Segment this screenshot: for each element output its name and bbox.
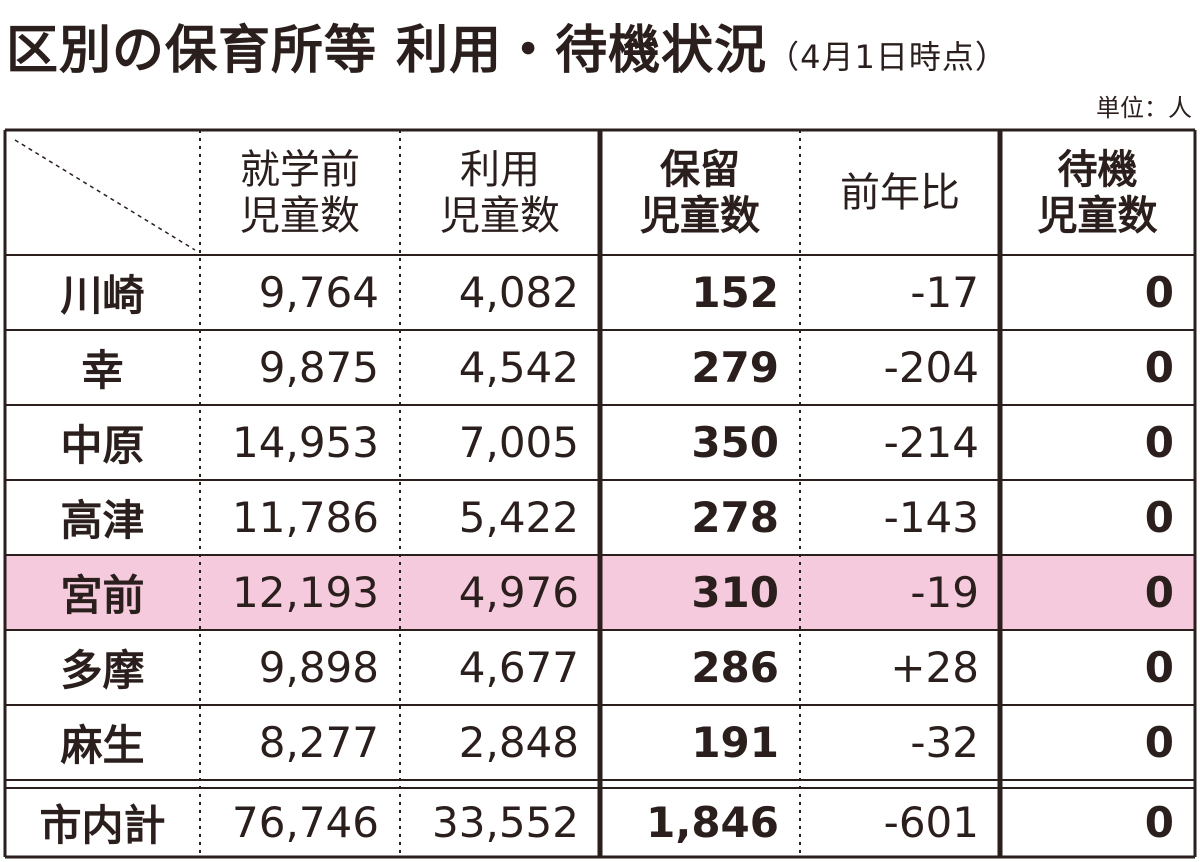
title-text: 区別の保育所等 利用・待機状況 [6,21,768,81]
value-cell: 0 [1144,718,1174,767]
row-label: 高津 [60,496,145,545]
value-cell: -143 [883,493,979,542]
value-cell: +28 [890,643,979,692]
value-cell: -32 [910,718,979,767]
value-cell: 152 [691,268,779,317]
row-label: 幸 [81,346,124,395]
value-cell: 286 [691,643,779,692]
value-cell: 8,277 [258,718,379,767]
value-cell: 12,193 [232,568,379,617]
row-label: 宮前 [60,571,145,620]
column-header: 前年比 [800,130,1000,255]
column-header: 利用 児童数 [400,130,600,255]
value-cell: 0 [1144,268,1174,317]
unit-note: 単位：人 [1096,94,1192,122]
value-cell: 278 [691,493,779,542]
value-cell: 0 [1144,568,1174,617]
value-cell: 7,005 [458,418,579,467]
date-note: （4月1日時点） [767,38,1008,76]
value-cell: 4,677 [458,643,579,692]
value-cell: 4,542 [458,343,579,392]
value-cell: 76,746 [232,798,379,847]
header-line: 児童数 [240,192,360,239]
header-line: 就学前 [240,146,360,193]
value-cell: 14,953 [232,418,379,467]
value-cell: -204 [883,343,979,392]
header-line: 前年比 [840,169,960,216]
row-label: 市内計 [39,801,166,850]
value-cell: 279 [691,343,779,392]
row-label: 川崎 [60,271,145,320]
header-line: 利用 [460,146,540,193]
row-label: 中原 [60,421,145,470]
value-cell: 9,875 [258,343,379,392]
header-line: 待機 [1057,146,1138,193]
value-cell: 1,846 [646,798,779,847]
row-label: 多摩 [60,646,145,695]
value-cell: 350 [691,418,779,467]
header-line: 児童数 [440,192,560,239]
column-header: 就学前 児童数 [200,130,400,255]
value-cell: 5,422 [458,493,579,542]
value-cell: 0 [1144,798,1174,847]
row-label: 麻生 [60,721,145,770]
value-cell: 0 [1144,493,1174,542]
value-cell: -19 [910,568,979,617]
value-cell: -17 [910,268,979,317]
value-cell: 33,552 [432,798,579,847]
value-cell: 4,976 [458,568,579,617]
value-cell: 0 [1144,418,1174,467]
header-line: 児童数 [1037,192,1158,239]
value-cell: 191 [691,718,779,767]
title: 区別の保育所等 利用・待機状況（4月1日時点） [6,8,1008,83]
header-line: 保留 [660,146,740,193]
column-header: 待機 児童数 [1000,130,1195,255]
diagonal [14,139,196,251]
value-cell: 310 [691,568,779,617]
value-cell: 9,898 [258,643,379,692]
value-cell: 0 [1144,343,1174,392]
value-cell: 11,786 [232,493,379,542]
value-cell: -214 [883,418,979,467]
value-cell: 4,082 [458,268,579,317]
value-cell: 0 [1144,643,1174,692]
value-cell: 9,764 [258,268,379,317]
column-header: 保留 児童数 [600,130,800,255]
value-cell: -601 [883,798,979,847]
header-line: 児童数 [640,192,760,239]
value-cell: 2,848 [458,718,579,767]
